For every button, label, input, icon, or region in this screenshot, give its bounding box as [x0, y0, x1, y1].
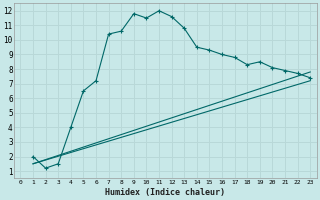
X-axis label: Humidex (Indice chaleur): Humidex (Indice chaleur)	[105, 188, 225, 197]
